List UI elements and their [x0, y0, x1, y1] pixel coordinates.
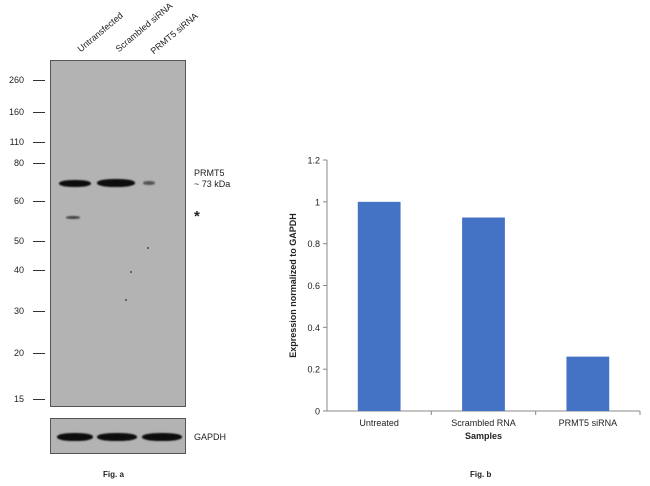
mw-marker-20: 20	[13, 348, 24, 358]
mw-marker-60: 60	[13, 196, 24, 206]
mw-tick	[33, 311, 45, 312]
mw-marker-40: 40	[13, 265, 24, 275]
y-tick-label: 0	[315, 407, 320, 417]
figure-a-caption: Fig. a	[103, 470, 124, 479]
y-tick-label: 0.8	[307, 239, 320, 249]
target-size-label: ~ 73 kDa	[194, 179, 231, 189]
bar-prmt5-sirna	[566, 356, 610, 411]
blot-speck	[147, 247, 149, 249]
mw-tick	[33, 201, 45, 202]
y-axis-title: Expression normalized to GAPDH	[288, 213, 298, 358]
mw-tick	[33, 353, 45, 354]
mw-marker-160: 160	[8, 107, 24, 117]
x-tick-label: Scrambled RNA	[451, 418, 516, 428]
mw-tick	[33, 112, 45, 113]
band-scrambled-prmt5	[97, 179, 135, 187]
y-tick-label: 1.2	[307, 156, 320, 166]
figure-b-caption: Fig. b	[470, 470, 492, 479]
target-protein-label: PRMT5	[194, 168, 225, 178]
y-tick-label: 0.4	[307, 323, 320, 333]
band-prmt5-sirna-prmt5	[143, 181, 155, 185]
bar-scrambled-rna	[462, 217, 505, 411]
mw-marker-15: 15	[13, 394, 24, 404]
mw-marker-110: 110	[9, 137, 24, 147]
band-gapdh-prmt5-sirna	[142, 433, 182, 441]
nonspecific-asterisk: *	[194, 208, 200, 225]
band-nonspecific-untransfected	[66, 216, 80, 219]
band-untransfected-prmt5	[59, 180, 91, 187]
x-tick-label: Untreated	[359, 418, 399, 428]
gapdh-membrane	[50, 418, 186, 454]
mw-tick	[33, 80, 45, 81]
x-axis-title: Samples	[465, 431, 502, 441]
mw-tick	[33, 270, 45, 271]
mw-tick	[33, 241, 45, 242]
band-gapdh-scrambled	[97, 433, 137, 441]
mw-tick	[33, 399, 45, 400]
y-tick-label: 0.2	[307, 365, 320, 375]
blot-membrane	[50, 60, 186, 407]
mw-marker-80: 80	[13, 158, 24, 168]
band-gapdh-untransfected	[57, 433, 93, 441]
y-tick-label: 1	[315, 197, 320, 207]
mw-marker-50: 50	[13, 236, 24, 246]
blot-speck	[125, 299, 127, 301]
mw-marker-260: 260	[8, 75, 24, 85]
mw-tick	[33, 163, 45, 164]
mw-marker-30: 30	[13, 306, 24, 316]
mw-tick	[33, 142, 45, 143]
x-tick-label: PRMT5 siRNA	[559, 418, 618, 428]
blot-speck	[130, 271, 132, 273]
y-tick-label: 0.6	[307, 281, 320, 291]
loading-control-label: GAPDH	[194, 432, 227, 442]
bar-untreated	[357, 201, 401, 411]
